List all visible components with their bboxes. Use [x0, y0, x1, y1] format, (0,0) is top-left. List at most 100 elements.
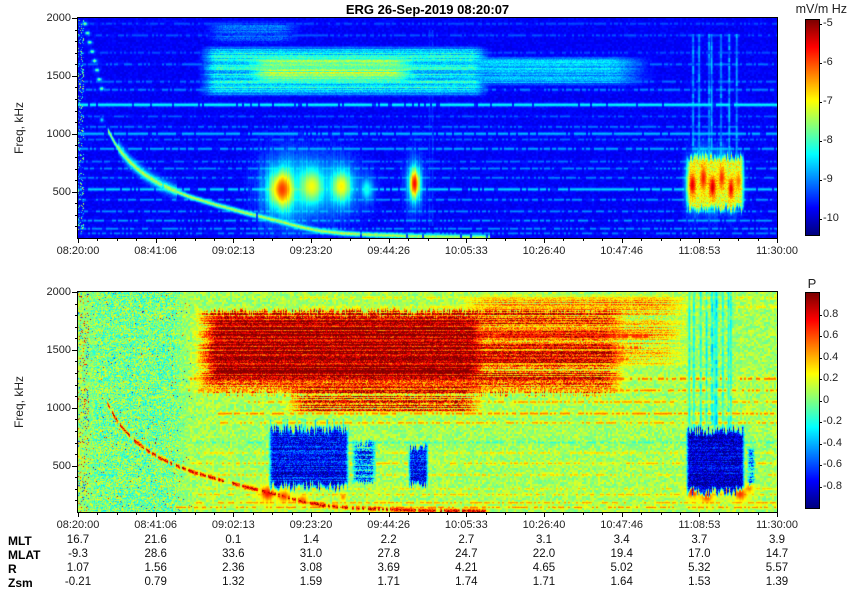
y-minor-tick-mark	[75, 443, 78, 444]
y-minor-tick-mark	[75, 169, 78, 170]
colorbar-tick-mark	[819, 314, 822, 316]
colorbar-tick-label: -0.4	[823, 436, 842, 449]
table-value: 1.71	[532, 576, 556, 588]
bottom-colorbar	[806, 293, 819, 508]
colorbar-tick-mark	[819, 400, 822, 402]
x-minor-tick-mark	[505, 512, 506, 515]
colorbar-tick-mark	[819, 179, 822, 181]
table-value: 17.0	[688, 548, 711, 560]
colorbar-tick-label: -6	[823, 56, 833, 68]
x-minor-tick-mark	[369, 512, 370, 515]
y-major-tick-mark	[72, 75, 78, 77]
table-value: 2.36	[222, 562, 245, 574]
colorbar-tick-mark	[819, 101, 822, 103]
colorbar-tick-mark	[819, 62, 822, 64]
spectrogram-bottom-canvas	[78, 292, 777, 512]
top-panel-frame	[77, 17, 778, 239]
x-major-tick-mark	[77, 238, 79, 243]
table-value: 0.79	[144, 576, 167, 588]
y-minor-tick-mark	[75, 99, 78, 100]
x-minor-tick-mark	[330, 238, 331, 241]
y-tick-label: 1000	[46, 401, 71, 414]
table-value: 3.69	[377, 562, 400, 574]
table-row-label: MLT	[8, 534, 32, 548]
top-colorbar	[806, 20, 819, 235]
x-minor-tick-mark	[563, 238, 564, 241]
table-value: 5.02	[610, 562, 633, 574]
colorbar-tick-mark	[819, 140, 822, 142]
x-minor-tick-mark	[350, 238, 351, 241]
x-tick-label: 09:23:20	[289, 519, 333, 531]
table-value: 16.7	[66, 534, 90, 546]
colorbar-tick-label: -9	[823, 173, 833, 186]
y-minor-tick-mark	[75, 431, 78, 432]
colorbar-tick-label: 0.2	[823, 372, 839, 384]
y-minor-tick-mark	[75, 215, 78, 216]
x-tick-label: 09:23:20	[289, 245, 333, 257]
table-value: 2.7	[458, 534, 475, 546]
table-value: 5.57	[765, 562, 789, 574]
x-major-tick-mark	[232, 512, 234, 517]
y-minor-tick-mark	[75, 338, 78, 339]
x-minor-tick-mark	[719, 512, 720, 515]
x-minor-tick-mark	[330, 512, 331, 515]
x-minor-tick-mark	[641, 238, 642, 241]
table-row-label: MLAT	[8, 548, 41, 562]
colorbar-tick-label: 0.8	[823, 307, 839, 320]
x-major-tick-mark	[232, 238, 234, 243]
y-minor-tick-mark	[75, 327, 78, 328]
x-minor-tick-mark	[195, 512, 196, 515]
y-minor-tick-mark	[75, 315, 78, 316]
table-value: 33.6	[222, 548, 245, 560]
table-row-label: R	[8, 562, 17, 576]
x-tick-label: 11:30:00	[755, 245, 798, 257]
y-tick-label: 500	[52, 185, 71, 198]
table-value: 31.0	[299, 548, 323, 560]
colorbar-tick-label: -5	[823, 16, 833, 29]
x-minor-tick-mark	[758, 238, 759, 241]
y-minor-tick-mark	[75, 87, 78, 88]
table-value: 1.71	[377, 576, 400, 588]
table-value: 3.4	[613, 534, 630, 546]
table-value: 4.21	[455, 562, 478, 574]
spectrogram-top-canvas	[78, 18, 777, 238]
x-tick-label: 09:44:26	[367, 519, 411, 531]
x-tick-label: 10:05:33	[444, 245, 488, 257]
y-minor-tick-mark	[75, 203, 78, 204]
y-minor-tick-mark	[75, 489, 78, 490]
y-minor-tick-mark	[75, 477, 78, 478]
table-value: 3.1	[536, 534, 552, 546]
y-major-tick-mark	[72, 407, 78, 409]
x-minor-tick-mark	[428, 238, 429, 241]
x-tick-label: 10:26:40	[522, 245, 566, 257]
y-minor-tick-mark	[75, 180, 78, 181]
x-minor-tick-mark	[738, 512, 739, 515]
x-minor-tick-mark	[175, 512, 176, 515]
x-major-tick-mark	[155, 512, 157, 517]
colorbar-tick-label: -0.2	[823, 415, 842, 427]
x-minor-tick-mark	[408, 512, 409, 515]
x-minor-tick-mark	[136, 512, 137, 515]
y-minor-tick-mark	[75, 122, 78, 123]
x-minor-tick-mark	[661, 512, 662, 515]
table-value: 1.32	[222, 576, 245, 588]
colorbar-tick-label: -10	[823, 212, 839, 225]
y-minor-tick-mark	[75, 157, 78, 158]
bottom-colorbar-units-label: P	[807, 276, 817, 291]
x-minor-tick-mark	[214, 512, 215, 515]
table-value: 4.65	[532, 562, 556, 574]
table-value: 3.08	[299, 562, 323, 574]
colorbar-tick-label: 0.6	[823, 329, 839, 341]
x-minor-tick-mark	[583, 238, 584, 241]
colorbar-tick-mark	[819, 23, 822, 25]
x-minor-tick-mark	[486, 512, 487, 515]
x-minor-tick-mark	[563, 512, 564, 515]
x-minor-tick-mark	[369, 238, 370, 241]
page-title: ERG 26-Sep-2019 08:20:07	[345, 2, 510, 17]
x-minor-tick-mark	[525, 512, 526, 515]
colorbar-tick-mark	[819, 421, 822, 423]
table-value: 27.8	[377, 548, 400, 560]
table-value: 1.53	[688, 576, 711, 588]
y-major-tick-mark	[72, 291, 78, 293]
y-minor-tick-mark	[75, 385, 78, 386]
